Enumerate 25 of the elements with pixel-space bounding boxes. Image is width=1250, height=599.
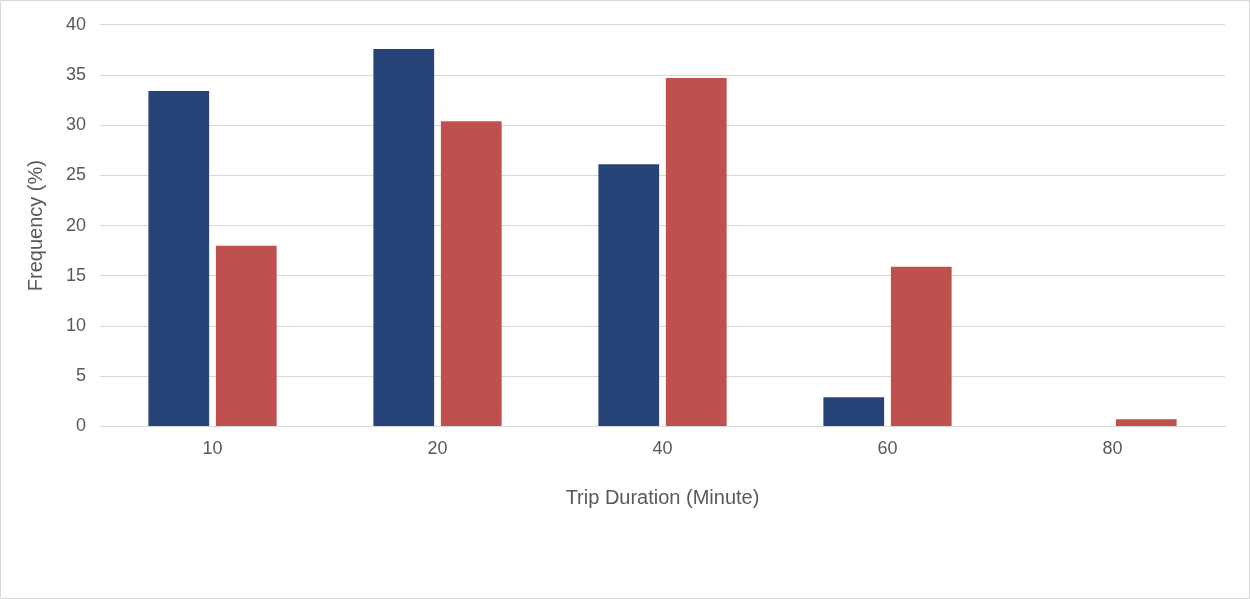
- x-tick-label: 80: [1102, 438, 1123, 459]
- y-tick-label: 0: [76, 415, 87, 436]
- bar: [440, 121, 502, 426]
- y-tick-label: 40: [65, 13, 87, 34]
- x-tick-label: 20: [427, 438, 448, 459]
- bar: [890, 266, 952, 426]
- y-tick-label: 20: [65, 214, 87, 235]
- y-tick-label: 25: [65, 164, 87, 185]
- x-tick-label: 40: [652, 438, 673, 459]
- y-tick-label: 5: [76, 365, 87, 386]
- y-tick-label: 10: [65, 314, 87, 335]
- y-tick-label: 35: [65, 63, 87, 84]
- bar: [598, 164, 660, 426]
- y-tick-label: 15: [65, 264, 87, 285]
- y-tick-label: 30: [65, 114, 87, 135]
- bar: [373, 48, 435, 426]
- y-axis-title: Frequency (%): [23, 160, 46, 292]
- x-axis-title: Trip Duration (Minute): [565, 485, 760, 508]
- x-tick-label: 10: [202, 438, 223, 459]
- bar: [665, 78, 727, 426]
- x-tick-label: 60: [877, 438, 898, 459]
- bar: [148, 91, 210, 426]
- bar: [1115, 419, 1177, 426]
- bar: [823, 397, 885, 426]
- bar: [215, 245, 277, 426]
